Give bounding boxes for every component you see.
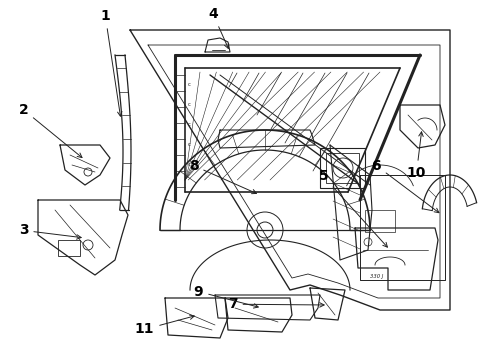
- Text: 4: 4: [208, 8, 229, 49]
- Text: 9: 9: [194, 285, 258, 308]
- Text: 8: 8: [189, 159, 256, 194]
- Text: 2: 2: [19, 103, 82, 158]
- Text: 3: 3: [19, 224, 81, 239]
- Text: 6: 6: [371, 159, 439, 213]
- Bar: [58, 240, 80, 256]
- Text: 10: 10: [407, 132, 426, 180]
- Text: c: c: [188, 103, 191, 108]
- Text: 11: 11: [135, 315, 194, 336]
- Text: c: c: [188, 162, 191, 167]
- Text: c: c: [188, 82, 191, 87]
- Text: 7: 7: [228, 297, 324, 311]
- Text: 5: 5: [318, 170, 388, 247]
- Text: c: c: [188, 122, 191, 127]
- Text: c: c: [188, 143, 191, 148]
- Text: 330 J: 330 J: [370, 274, 383, 279]
- Text: 1: 1: [100, 9, 122, 116]
